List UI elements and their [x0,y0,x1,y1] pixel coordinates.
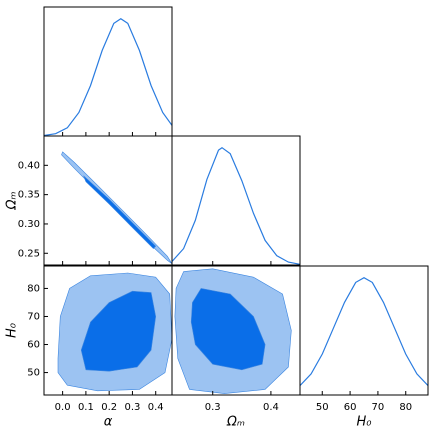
panel-frame [171,135,301,266]
density-curve [44,17,172,136]
panel-frame [299,265,429,396]
y-tick-label: 60 [27,340,40,351]
x-tick-label: 0.3 [124,402,140,413]
x-tick-label: 0.0 [55,402,71,413]
x-tick-label: 0.4 [148,402,164,413]
y-axis-label: Ωₘ [5,191,20,210]
contour-region [190,288,266,371]
x-axis-label: Ωₘ [226,415,245,430]
x-tick-label: 80 [399,402,412,413]
panel-frame [43,6,173,137]
x-tick-label: 70 [372,402,385,413]
contour-region [83,175,156,249]
x-tick-label: 50 [316,402,329,413]
x-axis-label: H₀ [357,415,373,430]
y-tick-label: 0.25 [18,248,40,259]
x-tick-label: 0.4 [263,402,279,413]
y-tick-label: 50 [27,368,40,379]
x-axis-label: α [104,415,113,430]
x-tick-label: 0.2 [101,402,117,413]
y-tick-label: 0.30 [18,219,40,230]
density-curve [172,146,300,265]
y-axis-label: H₀ [5,322,20,338]
x-tick-label: 0.3 [205,402,221,413]
y-tick-label: 0.35 [18,190,40,201]
y-tick-label: 80 [27,283,40,294]
y-tick-label: 70 [27,311,40,322]
y-tick-label: 0.40 [18,160,40,171]
contour-region [80,290,156,372]
x-tick-label: 60 [344,402,357,413]
x-tick-label: 0.1 [78,402,94,413]
density-curve [300,277,428,387]
